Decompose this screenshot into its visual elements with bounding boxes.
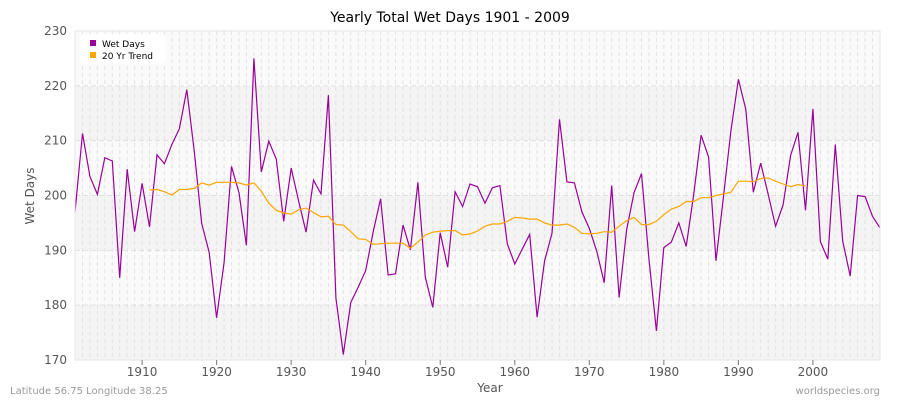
- x-tick-label: 1980: [649, 365, 680, 379]
- y-axis-label: Wet Days: [23, 167, 37, 224]
- footer-location: Latitude 56.75 Longitude 38.25: [10, 386, 168, 397]
- legend-swatch-wet-days: [90, 40, 96, 46]
- footer-source: worldspecies.org: [796, 386, 880, 397]
- y-tick-label: 180: [44, 298, 67, 312]
- y-tick-label: 210: [44, 134, 67, 148]
- x-tick-label: 2000: [798, 365, 829, 379]
- legend-swatch-trend: [90, 52, 96, 58]
- x-tick-label: 1920: [201, 365, 232, 379]
- y-tick-label: 190: [44, 243, 67, 257]
- x-tick-label: 1950: [425, 365, 456, 379]
- y-tick-label: 230: [44, 24, 67, 38]
- y-tick-label: 170: [44, 353, 67, 367]
- x-tick-label: 1960: [499, 365, 530, 379]
- x-tick-label: 1970: [574, 365, 605, 379]
- x-tick-label: 1990: [723, 365, 754, 379]
- y-tick-label: 220: [44, 79, 67, 93]
- legend: Wet Days 20 Yr Trend: [80, 34, 166, 64]
- legend-box: [80, 34, 166, 64]
- chart-title: Yearly Total Wet Days 1901 - 2009: [329, 10, 570, 26]
- legend-label-wet-days: Wet Days: [102, 40, 145, 50]
- x-tick-label: 1930: [276, 365, 307, 379]
- plot-border: [74, 30, 881, 361]
- grid-lines: [74, 30, 881, 361]
- axes: 170 180 190 200 210 220 230 1910 1920 1930 1940 195…: [44, 24, 881, 379]
- x-tick-label: 1910: [127, 365, 158, 379]
- wet-days-line: [74, 58, 881, 355]
- x-axis-label: Year: [476, 381, 502, 395]
- y-tick-label: 200: [44, 189, 67, 203]
- x-tick-label: 1940: [350, 365, 381, 379]
- trend-line: [149, 177, 806, 249]
- series-lines: [74, 58, 881, 355]
- legend-label-trend: 20 Yr Trend: [102, 52, 153, 62]
